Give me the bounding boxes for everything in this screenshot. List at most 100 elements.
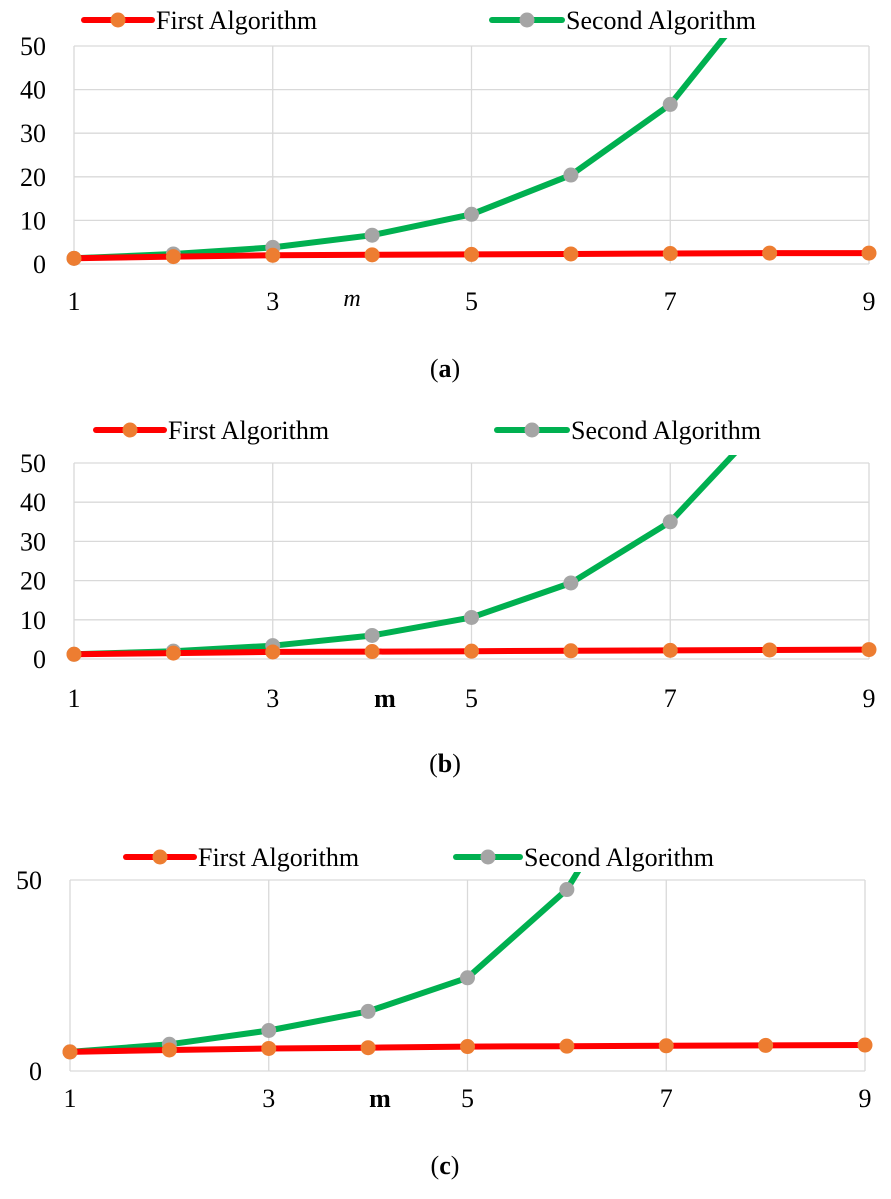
data-point bbox=[66, 250, 82, 266]
legend-swatch-marker bbox=[524, 422, 540, 438]
legend-item-first-algorithm: First Algorithm bbox=[123, 843, 359, 872]
y-tick-label: 10 bbox=[20, 606, 46, 635]
data-point bbox=[857, 1037, 873, 1053]
data-point bbox=[66, 646, 82, 662]
chart-panel-a: 0 10 20 30 40 50 1 3 5 7 9 m First Algorithm Second A… bbox=[20, 6, 877, 383]
x-tick-label: 1 bbox=[64, 1084, 77, 1113]
data-point bbox=[261, 1023, 277, 1039]
legend-item-second-algorithm: Second Algorithm bbox=[494, 416, 761, 445]
data-point bbox=[762, 642, 778, 658]
x-tick-label: 3 bbox=[262, 1084, 275, 1113]
data-point bbox=[861, 642, 877, 658]
legend-label: First Algorithm bbox=[168, 416, 329, 445]
x-tick-label: 5 bbox=[461, 1084, 474, 1113]
data-point bbox=[161, 1042, 177, 1058]
data-point bbox=[165, 249, 181, 265]
y-tick-label: 0 bbox=[33, 250, 46, 279]
x-tick-label: 5 bbox=[465, 287, 478, 316]
x-tick-label: 9 bbox=[859, 1084, 872, 1113]
x-tick-label: 1 bbox=[68, 287, 81, 316]
y-tick-label: 20 bbox=[20, 567, 46, 596]
data-point bbox=[762, 245, 778, 261]
data-point bbox=[62, 1044, 78, 1060]
data-point bbox=[758, 1037, 774, 1053]
data-point bbox=[464, 609, 479, 625]
data-point bbox=[261, 1040, 277, 1056]
legend-item-second-algorithm: Second Algorithm bbox=[489, 6, 756, 35]
legend-item-first-algorithm: First Algorithm bbox=[81, 6, 317, 35]
data-point bbox=[265, 644, 281, 660]
x-tick-label: 7 bbox=[664, 684, 677, 713]
data-point bbox=[364, 247, 380, 263]
data-point bbox=[563, 246, 579, 262]
data-point bbox=[464, 246, 479, 262]
data-point bbox=[563, 167, 579, 183]
legend-label: First Algorithm bbox=[156, 6, 317, 35]
series-first-algorithm bbox=[66, 642, 877, 662]
data-point bbox=[364, 627, 380, 643]
data-point bbox=[464, 643, 479, 659]
y-tick-label: 0 bbox=[29, 1057, 42, 1086]
y-tick-label: 20 bbox=[20, 163, 46, 192]
series-first-algorithm bbox=[66, 245, 877, 266]
legend-swatch-marker bbox=[122, 422, 138, 438]
legend-label: Second Algorithm bbox=[524, 843, 714, 872]
data-point bbox=[662, 96, 678, 112]
data-point bbox=[861, 245, 877, 261]
y-tick-label: 0 bbox=[33, 645, 46, 674]
data-point bbox=[662, 246, 678, 262]
data-point bbox=[559, 1038, 575, 1054]
panel-label: (b) bbox=[429, 749, 461, 778]
y-tick-label: 40 bbox=[20, 76, 46, 105]
x-tick-label: 7 bbox=[664, 287, 677, 316]
x-tick-label: 1 bbox=[68, 684, 81, 713]
data-point bbox=[460, 1039, 475, 1055]
chart-panel-c: 0 50 1 3 5 7 9 m First Algorithm Second Algorithm… bbox=[16, 720, 873, 1180]
data-point bbox=[563, 643, 579, 659]
panel-label: (c) bbox=[431, 1151, 460, 1180]
legend-swatch-marker bbox=[152, 849, 168, 865]
data-point bbox=[364, 644, 380, 660]
data-point bbox=[659, 720, 674, 735]
x-tick-label: 7 bbox=[660, 1084, 673, 1113]
data-point bbox=[265, 247, 281, 263]
legend-swatch-marker bbox=[480, 849, 496, 865]
x-tick-label: 3 bbox=[266, 684, 279, 713]
x-tick-label: 5 bbox=[465, 684, 478, 713]
panel-label: (a) bbox=[430, 354, 460, 383]
data-point bbox=[662, 514, 678, 530]
data-point bbox=[360, 1040, 376, 1056]
data-point bbox=[464, 206, 479, 222]
legend-swatch-marker bbox=[519, 12, 535, 28]
legend-item-second-algorithm: Second Algorithm bbox=[453, 843, 714, 872]
x-axis-label: m bbox=[369, 1084, 391, 1113]
series-first-algorithm bbox=[62, 1037, 873, 1060]
data-point bbox=[762, 408, 777, 423]
y-tick-label: 30 bbox=[20, 119, 46, 148]
legend-swatch-marker bbox=[110, 12, 126, 28]
data-point bbox=[165, 645, 181, 661]
chart-panel-b: 0 10 20 30 40 50 1 3 5 7 9 m First Algorithm Second A… bbox=[20, 408, 877, 778]
y-tick-label: 50 bbox=[20, 32, 46, 61]
data-point bbox=[559, 882, 575, 898]
y-tick-label: 40 bbox=[20, 488, 46, 517]
x-tick-label: 9 bbox=[863, 287, 876, 316]
y-tick-label: 10 bbox=[20, 206, 46, 235]
y-tick-label: 30 bbox=[20, 527, 46, 556]
data-point bbox=[662, 642, 678, 658]
data-point bbox=[364, 227, 380, 243]
x-axis-label: m bbox=[374, 684, 396, 713]
y-tick-label: 50 bbox=[16, 866, 42, 895]
x-tick-label: 9 bbox=[863, 684, 876, 713]
data-point bbox=[360, 1003, 376, 1019]
x-tick-label: 3 bbox=[266, 287, 279, 316]
data-point bbox=[460, 970, 475, 986]
legend-label: First Algorithm bbox=[198, 843, 359, 872]
data-point bbox=[563, 575, 579, 591]
legend-label: Second Algorithm bbox=[571, 416, 761, 445]
y-tick-label: 50 bbox=[20, 449, 46, 478]
x-axis-label: m bbox=[343, 286, 360, 312]
legend-label: Second Algorithm bbox=[566, 6, 756, 35]
legend-item-first-algorithm: First Algorithm bbox=[93, 416, 329, 445]
